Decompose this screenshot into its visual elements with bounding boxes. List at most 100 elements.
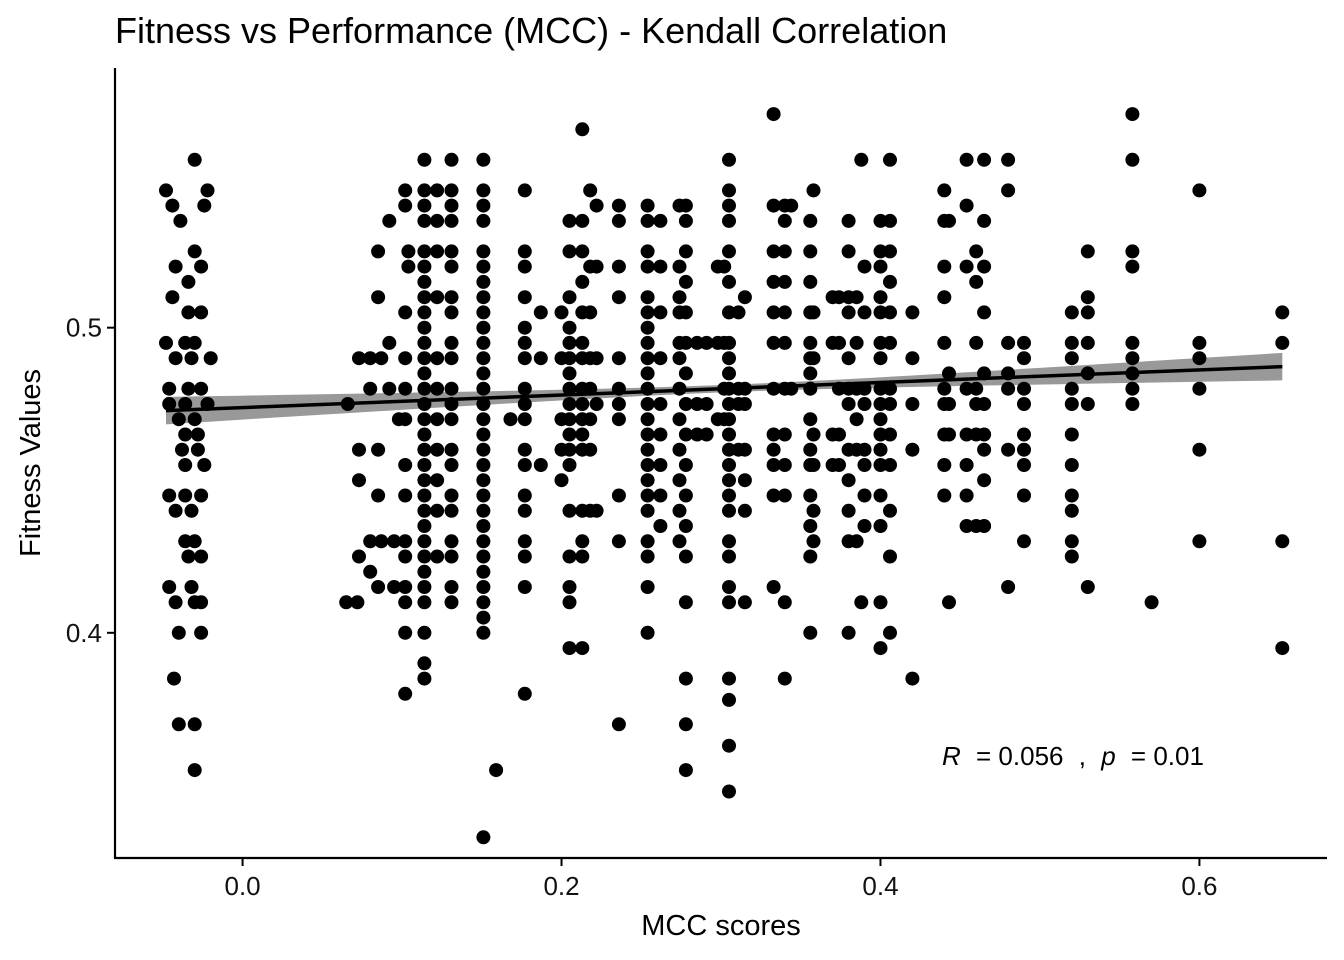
data-point [444,488,459,503]
data-point [883,274,897,289]
data-point [766,335,781,350]
data-point [722,503,736,518]
data-point [873,290,888,305]
data-point [873,488,888,503]
data-point [476,152,491,167]
data-point [803,274,818,289]
data-point [562,458,577,472]
data-point [832,458,846,472]
data-point [187,534,202,549]
data-point [959,519,974,533]
data-point [1001,152,1016,167]
data-point [1125,351,1140,366]
data-point [430,549,445,564]
data-point [959,152,974,167]
data-point [873,351,888,366]
data-point [905,305,920,320]
y-axis-title: Fitness Values [15,369,47,557]
data-point [562,213,577,228]
data-point [722,692,736,707]
chart-title: Fitness vs Performance (MCC) - Kendall C… [115,10,947,51]
data-point [640,625,655,640]
data-point [653,397,668,411]
data-point [444,259,459,274]
data-point [777,595,792,610]
data-point [476,183,491,198]
data-point [562,290,577,305]
data-point [883,397,897,411]
data-point [398,305,413,320]
data-point [959,427,974,442]
data-point [562,244,577,259]
data-point [722,412,736,427]
data-point [430,183,445,198]
data-point [1125,335,1140,350]
data-point [857,305,872,320]
data-point [678,595,693,610]
data-point [575,274,590,289]
data-point [905,442,920,457]
data-point [417,503,432,518]
data-point [905,351,920,366]
data-point [873,519,888,533]
data-point [371,290,386,305]
plot-area [159,107,1290,845]
data-point [905,397,920,411]
data-point [678,549,693,564]
data-point [162,381,177,396]
data-point [672,534,687,549]
data-point [417,290,432,305]
data-point [181,381,196,396]
data-point [476,830,491,845]
data-point [806,305,821,320]
data-point [398,351,413,366]
data-point [417,244,432,259]
data-point [1064,549,1079,564]
data-point [672,259,687,274]
data-point [476,519,491,533]
data-point [969,381,984,396]
x-axis-title: MCC scores [641,910,801,942]
data-point [398,625,413,640]
data-point [444,503,459,518]
data-point [849,412,864,427]
data-point [476,610,491,625]
data-point [611,412,626,427]
data-point [959,381,974,396]
data-point [937,259,952,274]
data-point [942,427,956,442]
data-point [777,335,792,350]
data-point [678,397,693,411]
data-point [562,397,577,411]
data-point [194,488,209,503]
data-point [672,351,687,366]
data-point [430,244,445,259]
y-tick-label: 0.4 [66,618,102,648]
data-point [417,458,432,472]
data-point [1192,183,1207,198]
data-point [352,549,366,564]
data-point [672,290,687,305]
data-point [1064,351,1079,366]
data-point [184,503,199,518]
data-point [1064,305,1079,320]
data-point [589,503,604,518]
data-point [803,488,818,503]
data-point [803,366,818,381]
data-point [444,152,459,167]
data-point [517,381,532,396]
data-point [640,213,655,228]
data-point [517,244,532,259]
data-point [1275,305,1290,320]
data-point [678,488,693,503]
data-point [722,458,736,472]
p-symbol: p [1100,741,1115,771]
data-point [722,488,736,503]
data-point [444,412,459,427]
data-point [382,381,397,396]
data-point [363,534,378,549]
data-point [417,549,432,564]
data-point [653,458,668,472]
data-point [611,397,626,411]
data-point [611,488,626,503]
